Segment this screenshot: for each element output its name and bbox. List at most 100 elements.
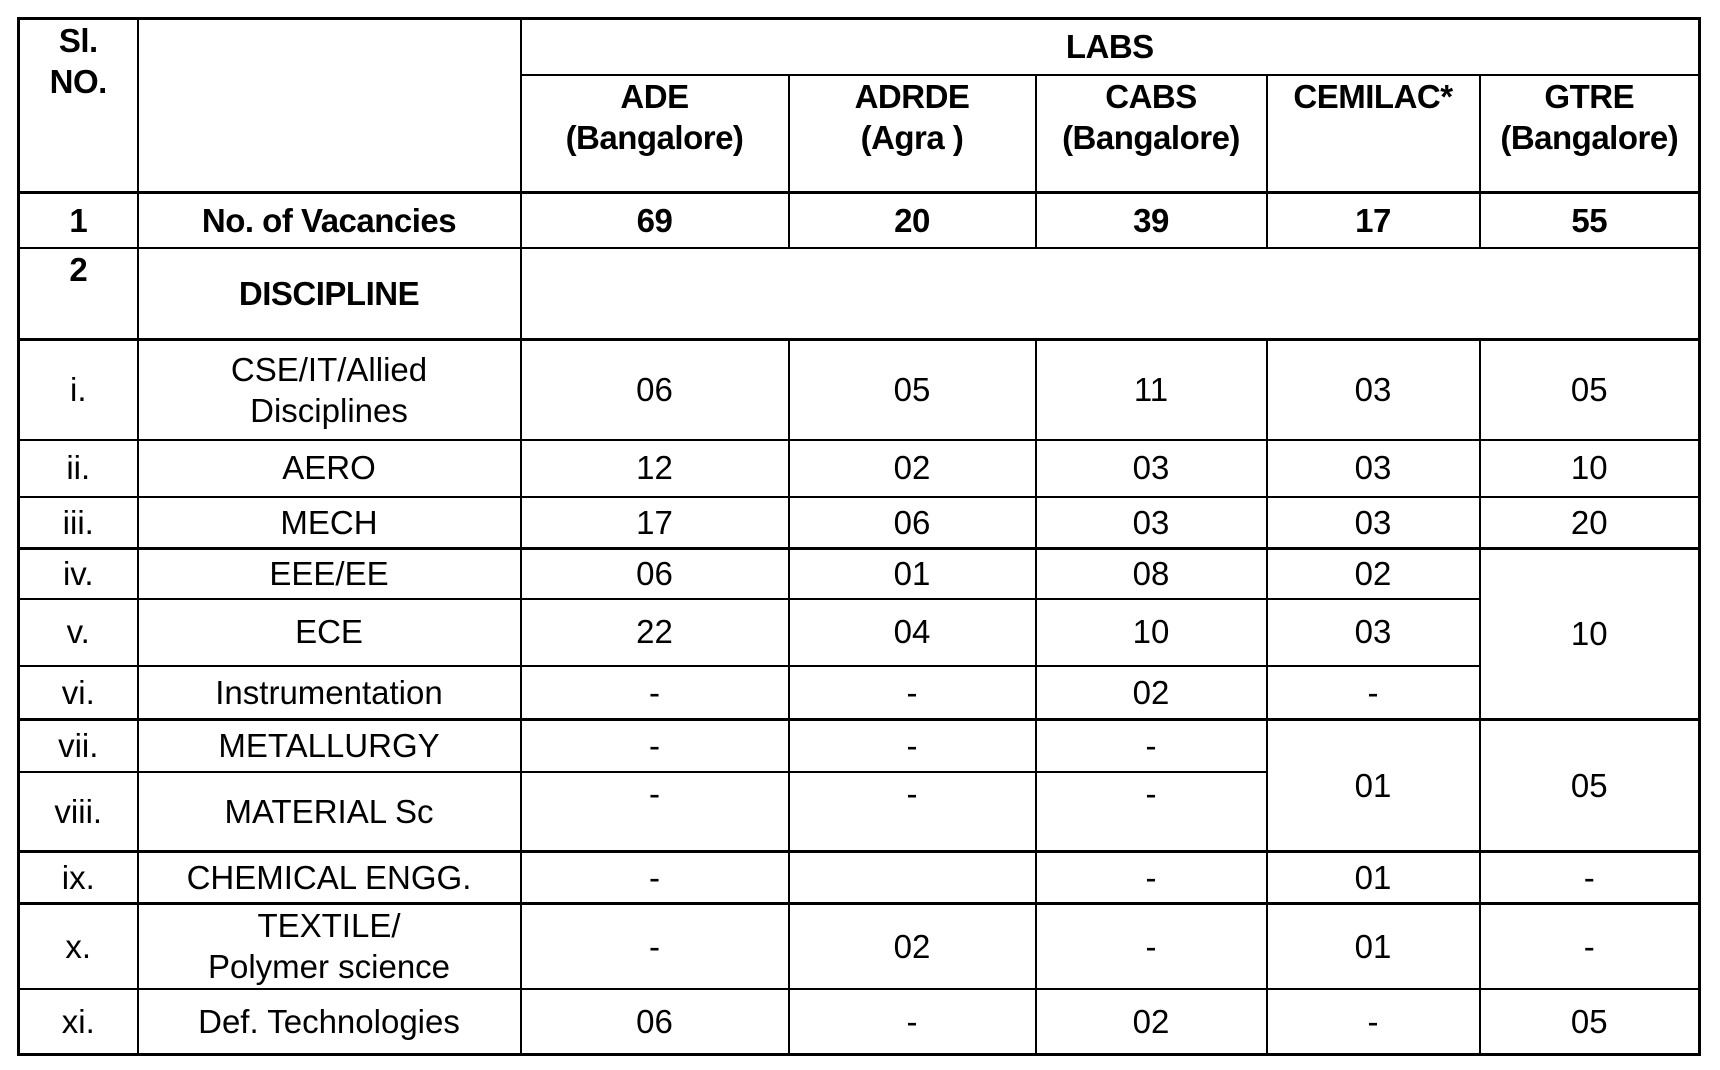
cell-vi-sl: vi. [17,664,139,721]
cell-iv-sl: iv. [17,547,139,600]
cell-i-cabs: 11 [1034,338,1268,441]
row-x: x. TEXTILE/ Polymer science - 02 - 01 - [17,902,1701,990]
cell-iv-adrde: 01 [787,547,1037,600]
row-viii: viii. MATERIAL Sc - - - [17,770,1700,853]
cell-viii-sl: viii. [17,770,139,853]
cell-iv-ade: 06 [519,547,790,600]
header-lab-cabs: CABS (Bangalore) [1034,73,1268,194]
cell-ix-discipline: CHEMICAL ENGG. [136,850,522,905]
cell-vi-adrde: - [787,664,1037,721]
cell-ix-ade: - [519,850,790,905]
cell-i-sl: i. [17,338,139,441]
row-iv: iv. EEE/EE 06 01 08 02 10 [17,547,1701,721]
header-lab-adrde: ADRDE (Agra ) [787,73,1037,194]
cell-vacancies-sl: 1 [17,191,139,249]
cell-i-adrde: 05 [787,338,1037,441]
cell-vii-adrde: - [787,718,1037,773]
cell-v-sl: v. [17,597,139,667]
cell-iii-gtre: 20 [1478,495,1701,550]
cell-i-cemilac: 03 [1265,338,1481,441]
cell-ix-sl: ix. [17,850,139,905]
header-blank-cell [136,17,522,194]
cell-vi-cemilac: - [1265,664,1481,721]
lab-location: (Bangalore) [1062,118,1240,156]
cell-xi-ade: 06 [519,987,790,1056]
cell-vacancies-ade: 69 [519,191,790,249]
cell-iv-cabs: 08 [1034,547,1268,600]
cell-iii-ade: 17 [519,495,790,550]
header-lab-cemilac: CEMILAC* [1265,73,1481,194]
header-lab-gtre: GTRE (Bangalore) [1478,73,1701,194]
cell-vii-viii-cemilac-merged: 01 [1265,718,1481,853]
cell-ii-cemilac: 03 [1265,438,1481,498]
cell-vacancies-cabs: 39 [1034,191,1268,249]
cell-viii-cabs: - [1034,770,1268,853]
cell-vii-viii-gtre-merged: 05 [1478,718,1701,853]
cell-i-gtre: 05 [1478,338,1701,441]
cell-iii-adrde: 06 [787,495,1037,550]
lab-location: (Bangalore) [565,118,744,156]
row-i: i. CSE/IT/Allied Disciplines 06 05 11 03… [17,338,1701,441]
cell-vii-ade: - [519,718,790,773]
cell-vacancies-adrde: 20 [787,191,1037,249]
cell-viii-discipline: MATERIAL Sc [136,770,522,853]
cell-v-adrde: 04 [787,597,1037,667]
cell-ix-cemilac: 01 [1265,850,1481,905]
header-labs-title: LABS [519,17,1701,76]
lab-location: (Agra ) [860,118,964,156]
cell-ii-gtre: 10 [1478,438,1701,498]
row-ix: ix. CHEMICAL ENGG. - - 01 - [17,850,1701,905]
vacancy-table: Sl. NO. LABS ADE (Bangalore) ADRDE (Agra… [17,17,1702,1056]
cell-ii-sl: ii. [17,438,139,498]
cell-v-cabs: 10 [1034,597,1268,667]
header-lab-ade: ADE (Bangalore) [519,73,790,194]
row-iii: iii. MECH 17 06 03 03 20 [17,495,1701,550]
lab-name: ADE [620,77,689,115]
cell-ii-discipline: AERO [136,438,522,498]
cell-iv-vi-gtre-merged: 10 [1478,547,1701,721]
cell-vacancies-gtre: 55 [1478,191,1701,249]
cell-ii-ade: 12 [519,438,790,498]
cell-discipline-label: DISCIPLINE [136,246,522,341]
lab-location: (Bangalore) [1500,118,1679,156]
cell-ix-cabs: - [1034,850,1268,905]
cell-xi-cabs: 02 [1034,987,1268,1056]
cell-vi-discipline: Instrumentation [136,664,522,721]
header-row-lab-names: ADE (Bangalore) ADRDE (Agra ) CABS (Bang… [19,73,1701,194]
cell-discipline-blank [519,246,1701,341]
cell-xi-gtre: 05 [1478,987,1701,1056]
row-ii: ii. AERO 12 02 03 03 10 [17,438,1701,498]
cell-discipline-sl: 2 [17,246,139,341]
cell-vacancies-cemilac: 17 [1265,191,1481,249]
row-vacancies: 1 No. of Vacancies 69 20 39 17 55 [17,191,1701,249]
lab-name: CABS [1105,77,1197,115]
cell-vi-cabs: 02 [1034,664,1268,721]
cell-vi-ade: - [519,664,790,721]
cell-x-gtre: - [1478,902,1701,990]
header-sl-no: Sl. NO. [17,17,139,194]
row-vii: vii. METALLURGY - - - 01 05 [17,718,1701,853]
cell-v-cemilac: 03 [1265,597,1481,667]
cell-iii-cemilac: 03 [1265,495,1481,550]
cell-vii-cabs: - [1034,718,1268,773]
cell-iii-cabs: 03 [1034,495,1268,550]
lab-name: GTRE [1544,77,1635,115]
cell-ii-adrde: 02 [787,438,1037,498]
cell-i-discipline: CSE/IT/Allied Disciplines [136,338,522,441]
cell-iii-sl: iii. [17,495,139,550]
cell-x-adrde: 02 [787,902,1037,990]
cell-i-ade: 06 [519,338,790,441]
cell-ix-adrde [787,850,1037,905]
cell-v-ade: 22 [519,597,790,667]
cell-xi-discipline: Def. Technologies [136,987,522,1056]
cell-viii-ade: - [519,770,790,853]
cell-x-sl: x. [17,902,139,990]
lab-name: CEMILAC* [1293,77,1453,115]
cell-iv-discipline: EEE/EE [136,547,522,600]
row-vi: vi. Instrumentation - - 02 - [17,664,1700,721]
cell-iv-cemilac: 02 [1265,547,1481,600]
cell-x-cabs: - [1034,902,1268,990]
cell-v-discipline: ECE [136,597,522,667]
cell-xi-cemilac: - [1265,987,1481,1056]
